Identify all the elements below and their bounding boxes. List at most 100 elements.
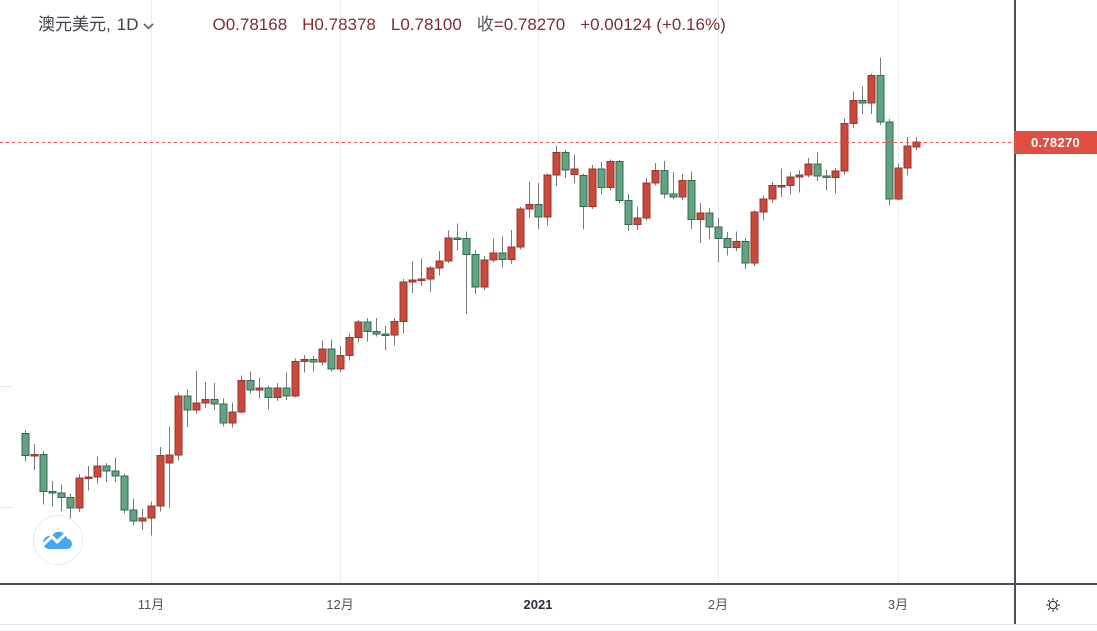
candle-body: [651, 170, 660, 184]
candle-body: [300, 358, 309, 362]
candle-body: [858, 100, 867, 104]
chart-canvas[interactable]: [0, 0, 1014, 583]
candle-body: [489, 252, 498, 261]
candle-body: [498, 252, 507, 261]
candle-body: [273, 387, 282, 399]
candle-body: [138, 517, 147, 522]
candle-body: [570, 168, 579, 175]
candle-body: [21, 432, 30, 456]
interval-button[interactable]: 1D: [117, 13, 155, 37]
candle-body: [84, 476, 93, 480]
candle-body: [714, 226, 723, 239]
candle-body: [831, 170, 840, 178]
candle-body: [804, 163, 813, 176]
candle-body: [453, 237, 462, 240]
candle-body: [552, 151, 561, 176]
candle-body: [669, 193, 678, 198]
legend: 澳元美元 , 1D O0.78168 H0.78378 L0.78100 收=0…: [38, 13, 741, 37]
left-scale-tick: [0, 386, 13, 387]
candle-body: [57, 492, 66, 498]
candle-body: [183, 395, 192, 411]
candle-body: [786, 176, 795, 186]
candle-body: [750, 211, 759, 264]
cloud-chart-icon: [43, 531, 73, 550]
candle-body: [93, 465, 102, 478]
candle-body: [813, 163, 822, 177]
chevron-down-icon: [143, 23, 155, 30]
candle-body: [75, 477, 84, 509]
time-axis-label: 2月: [707, 597, 729, 612]
last-price-tag: 0.78270: [1014, 131, 1097, 154]
gear-icon: [1046, 598, 1060, 612]
close-value: 收=0.78270: [476, 15, 566, 34]
candle-body: [111, 470, 120, 477]
candle-body: [336, 355, 345, 370]
candle-body: [633, 217, 642, 225]
candle-body: [228, 411, 237, 424]
candle-body: [912, 141, 921, 148]
logo-button[interactable]: [33, 515, 83, 565]
low-value: L0.78100: [390, 15, 462, 34]
candle-body: [201, 398, 210, 404]
candle-body: [417, 278, 426, 281]
settings-button[interactable]: [1039, 591, 1067, 619]
candle-body: [768, 184, 777, 200]
price-axis[interactable]: [1014, 0, 1097, 583]
open-value: O0.78168: [212, 15, 288, 34]
candle-body: [345, 336, 354, 357]
candle-body: [759, 198, 768, 213]
candle-body: [66, 496, 75, 509]
candle-body: [534, 204, 543, 218]
close-prefix: 收: [476, 15, 494, 34]
candle-body: [777, 184, 786, 188]
candle-body: [480, 259, 489, 288]
candle-body: [165, 454, 174, 464]
candle-body: [741, 240, 750, 264]
candle-body: [192, 402, 201, 411]
candle-body: [516, 208, 525, 248]
candle-body: [903, 145, 912, 169]
interval-label: 1D: [116, 15, 139, 34]
candle-body: [237, 380, 246, 413]
left-scale-tick: [0, 507, 13, 508]
candle-body: [705, 212, 714, 228]
candle-body: [840, 123, 849, 172]
candle-body: [381, 333, 390, 336]
candle-body: [282, 387, 291, 397]
symbol-name[interactable]: 澳元美元: [38, 15, 106, 34]
symbol-separator: ,: [106, 15, 111, 34]
time-axis-label: 11月: [137, 597, 165, 612]
ohlc-readout: O0.78168 H0.78378 L0.78100 收=0.78270 +0.…: [212, 13, 740, 37]
candle-body: [399, 281, 408, 322]
candle-body: [255, 387, 264, 391]
candle-body: [687, 180, 696, 221]
candle-body: [543, 174, 552, 218]
candle-body: [174, 395, 183, 456]
axis-corner-line: [1014, 585, 1016, 624]
candle-body: [30, 453, 39, 457]
candle-body: [597, 168, 606, 189]
candle-body: [219, 403, 228, 424]
candle-body: [210, 398, 219, 405]
candle-body: [588, 168, 597, 207]
candle-body: [390, 320, 399, 336]
candle-body: [363, 321, 372, 333]
candle-body: [615, 160, 624, 201]
candle-body: [318, 348, 327, 363]
time-axis[interactable]: 11月 12月 2021 2月 3月: [0, 583, 1097, 626]
candle-body: [795, 174, 804, 178]
change-value: +0.00124 (+0.16%): [580, 15, 726, 34]
candle-body: [678, 180, 687, 198]
candle-body: [606, 160, 615, 189]
candle-body: [372, 331, 381, 335]
candle-body: [408, 279, 417, 283]
candle-body: [309, 358, 318, 363]
time-axis-label: 3月: [887, 597, 909, 612]
candle-body: [660, 170, 669, 195]
candle-body: [120, 475, 129, 511]
candle-body: [885, 121, 894, 200]
candle-body: [732, 240, 741, 248]
candle-body: [291, 360, 300, 397]
candle-body: [876, 75, 885, 123]
